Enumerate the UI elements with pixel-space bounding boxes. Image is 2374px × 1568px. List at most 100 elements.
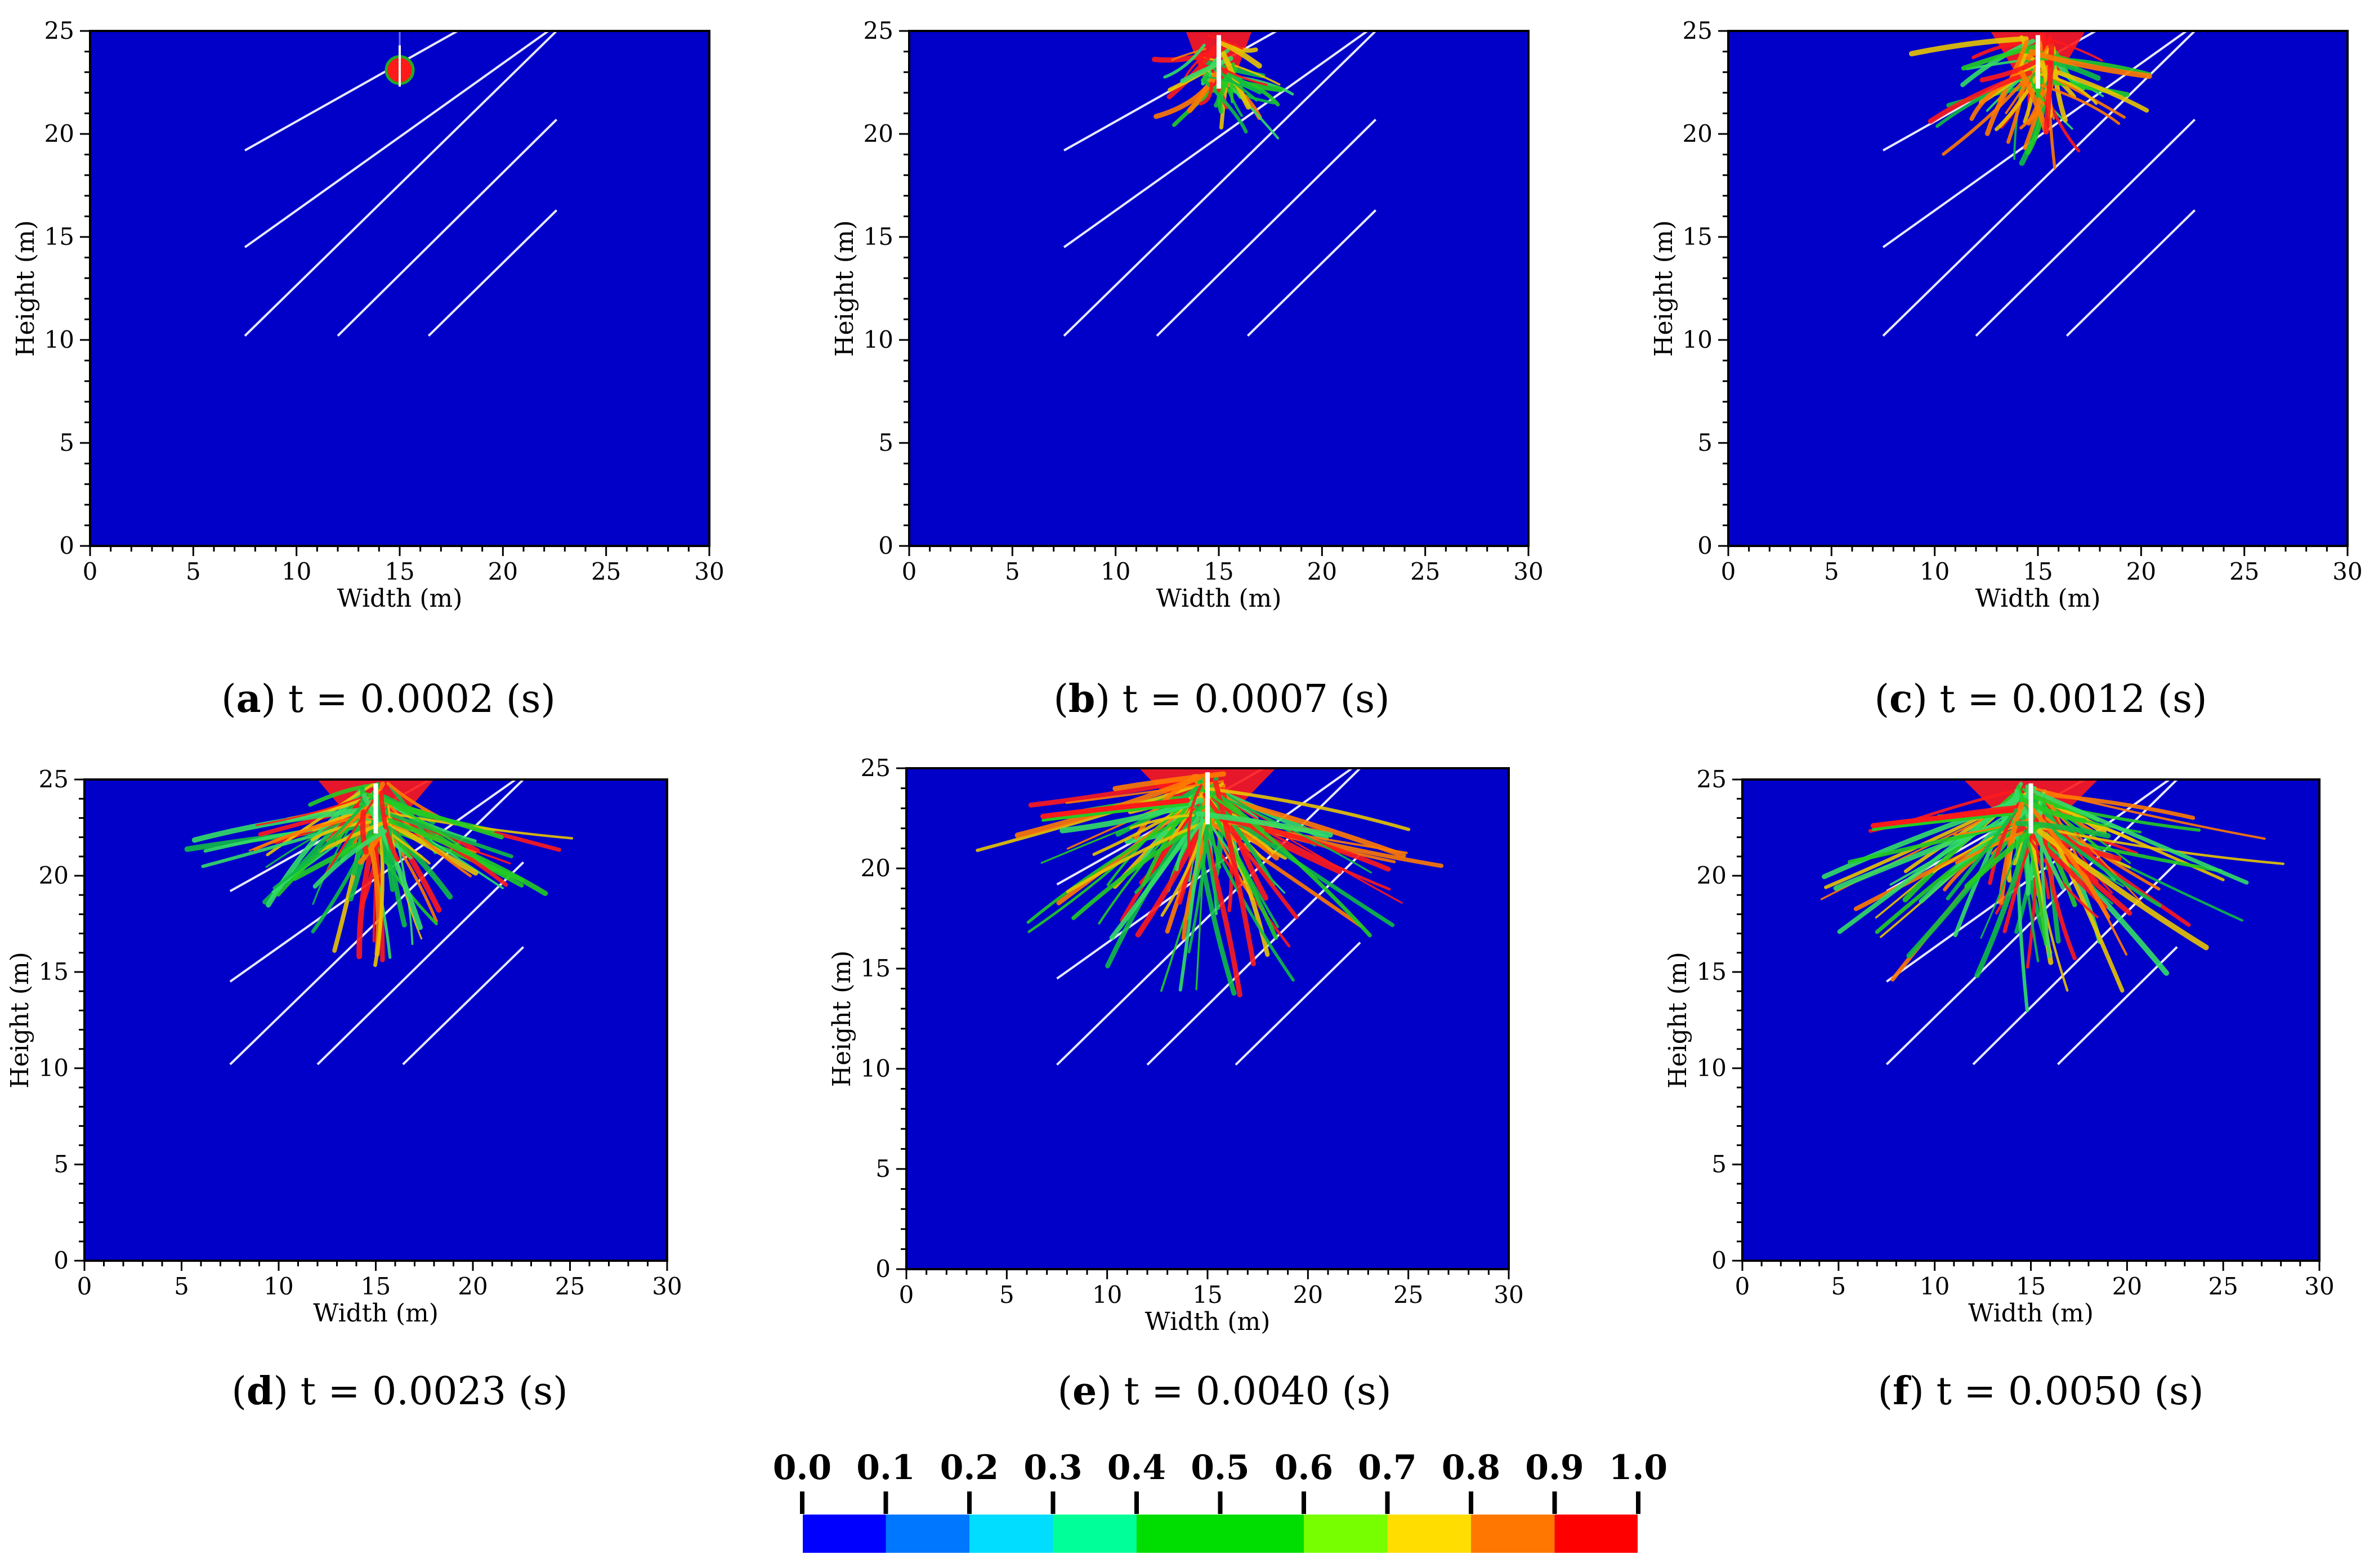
colorbar-segment (1471, 1514, 1555, 1553)
colorbar-tick-label: 1.0 (1609, 1448, 1667, 1488)
x-tick-label: 10 (1920, 1273, 1950, 1300)
x-tick-label: 20 (488, 558, 518, 585)
radial-crack (1178, 817, 1204, 992)
damage-layer (1882, 31, 2196, 337)
radial-crack (2015, 821, 2111, 839)
colorbar-tick-label: 0.7 (1358, 1448, 1416, 1488)
x-tick-label: 15 (1204, 558, 1233, 585)
joint-line-4 (316, 861, 525, 1065)
radial-crack (2019, 796, 2087, 824)
y-tick-label: 20 (1683, 120, 1713, 147)
colorbar-segment (1304, 1514, 1388, 1553)
x-tick-label: 30 (2304, 1273, 2334, 1300)
x-tick-label: 15 (1192, 1281, 1222, 1309)
y-tick-label: 5 (59, 429, 74, 456)
y-tick-label: 5 (878, 429, 893, 456)
panel-title: (f) t = 0.0050 (s) (1878, 1369, 2204, 1414)
radial-crack (1997, 39, 2029, 103)
radial-crack (1230, 62, 1235, 104)
radial-crack (1129, 814, 1195, 830)
colorbar-tick-label: 0.6 (1275, 1448, 1333, 1488)
radial-crack (2024, 828, 2047, 946)
colorbar-tick-label: 0.4 (1107, 1448, 1166, 1488)
x-tick-label: 5 (1831, 1273, 1846, 1300)
radial-crack (2038, 826, 2285, 866)
radial-crack (1175, 818, 1206, 871)
radial-crack (1195, 811, 1333, 838)
colorbar-segment (1053, 1514, 1137, 1553)
radial-crack (1202, 75, 1261, 95)
joint-line-3 (244, 31, 558, 337)
colorbar-segment (1220, 1514, 1304, 1553)
x-tick-label: 20 (2112, 1273, 2142, 1300)
radial-crack (1228, 71, 1263, 94)
radial-crack (379, 810, 574, 840)
x-axis-label: Width (m) (1968, 1299, 2094, 1328)
panel-title-text: ) t = 0.0023 (s) (273, 1369, 567, 1414)
radial-crack (1026, 803, 1210, 924)
colorbar-tick-label: 0.0 (773, 1448, 831, 1488)
radial-crack (1995, 72, 2040, 132)
radial-crack (2019, 70, 2049, 134)
panel-title-text: ) t = 0.0012 (s) (1912, 677, 2207, 722)
x-tick-label: 5 (174, 1273, 189, 1300)
panel-b: 0 5 10 15 20 25 30 0 5 10 15 20 25 Width (m) Height (m… (830, 17, 1544, 722)
joint-line-5 (402, 946, 525, 1065)
y-tick-label: 15 (1683, 223, 1713, 250)
y-tick-label: 10 (1683, 326, 1713, 353)
panel-title-text: ) t = 0.0007 (s) (1095, 677, 1389, 722)
x-tick-label: 5 (999, 1281, 1014, 1309)
y-tick-label: 25 (1683, 17, 1713, 44)
y-tick-label: 20 (1697, 862, 1727, 889)
colorbar-tick-label: 0.2 (940, 1448, 999, 1488)
x-tick-label: 0 (899, 1281, 914, 1309)
joint-line-4 (1156, 118, 1377, 337)
panel-title-open: ( (1878, 1369, 1893, 1414)
x-tick-label: 25 (2208, 1273, 2238, 1300)
joint-line-5 (2065, 209, 2196, 337)
radial-crack (1199, 82, 1213, 106)
radial-crack (377, 796, 495, 872)
radial-crack (318, 819, 389, 853)
radial-crack (2036, 792, 2196, 820)
radial-crack (1163, 43, 1206, 79)
panel-title-text: ) t = 0.0050 (s) (1909, 1369, 2203, 1414)
panel-title-open: ( (1058, 1369, 1073, 1414)
radial-crack (1166, 45, 1218, 100)
x-axis-label: Width (m) (1156, 584, 1282, 613)
colorbar-segment (1137, 1514, 1220, 1553)
joint-line-3 (1882, 31, 2196, 337)
panel-letter: e (1072, 1369, 1097, 1414)
y-tick-label: 15 (39, 958, 69, 985)
x-axis-label: Width (m) (1975, 584, 2101, 613)
y-tick-label: 15 (861, 955, 891, 982)
x-tick-label: 30 (694, 558, 724, 585)
panel-c: 0 5 10 15 20 25 30 0 5 10 15 20 25 Width (m) Height (m… (1649, 17, 2363, 722)
radial-crack (1028, 776, 1200, 808)
long-crack-halo (1871, 813, 2013, 831)
joint-line-4 (337, 118, 558, 337)
y-tick-label: 5 (1711, 1150, 1727, 1178)
radial-crack (1183, 53, 1206, 79)
x-tick-label: 20 (1307, 558, 1337, 585)
y-axis-label: Height (m) (11, 220, 40, 357)
panel-title-open: ( (221, 677, 236, 722)
radial-crack (2028, 49, 2152, 79)
y-tick-label: 25 (1697, 765, 1727, 793)
radial-crack (2040, 84, 2121, 125)
y-tick-label: 20 (864, 120, 893, 147)
y-tick-label: 0 (1697, 532, 1713, 559)
joint-line-4 (1975, 118, 2196, 337)
y-tick-label: 10 (864, 326, 893, 353)
x-tick-label: 5 (186, 558, 201, 585)
x-tick-label: 15 (361, 1273, 391, 1300)
x-axis-label: Width (m) (337, 584, 463, 613)
colorbar-tick-label: 0.3 (1023, 1448, 1082, 1488)
panel-title-text: ) t = 0.0040 (s) (1097, 1369, 1391, 1414)
colorbar-segment (1554, 1514, 1639, 1553)
y-tick-label: 20 (44, 120, 74, 147)
joint-line-2 (244, 31, 549, 248)
x-tick-label: 30 (652, 1273, 682, 1300)
y-tick-label: 25 (44, 17, 74, 44)
